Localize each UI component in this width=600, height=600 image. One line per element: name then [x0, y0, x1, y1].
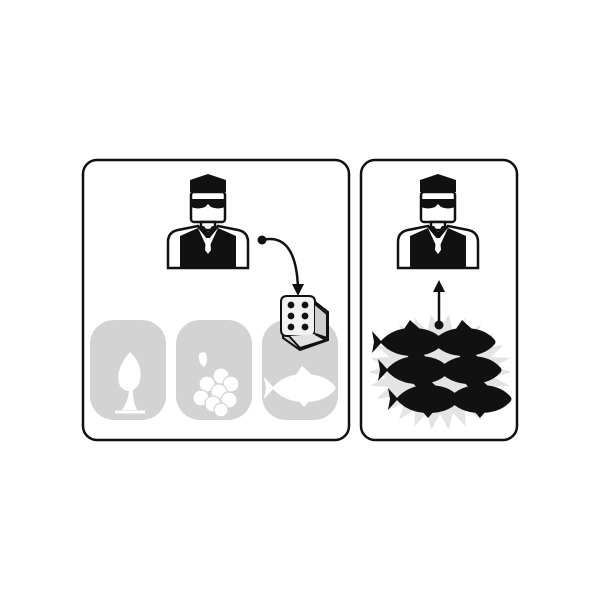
choice-panel: [81, 158, 351, 442]
die-icon: [280, 295, 329, 352]
die-pips: [287, 301, 309, 331]
berries-icon: [192, 351, 240, 418]
sprout-icon: [115, 352, 145, 414]
result-panel: [359, 158, 519, 442]
resource-tile-berries: [176, 320, 252, 420]
curved-arrow-to-die: [257, 235, 304, 296]
resource-tile-plant: [90, 320, 166, 420]
up-arrow-to-character: [433, 280, 445, 330]
resource-tile-fish: [262, 320, 338, 420]
